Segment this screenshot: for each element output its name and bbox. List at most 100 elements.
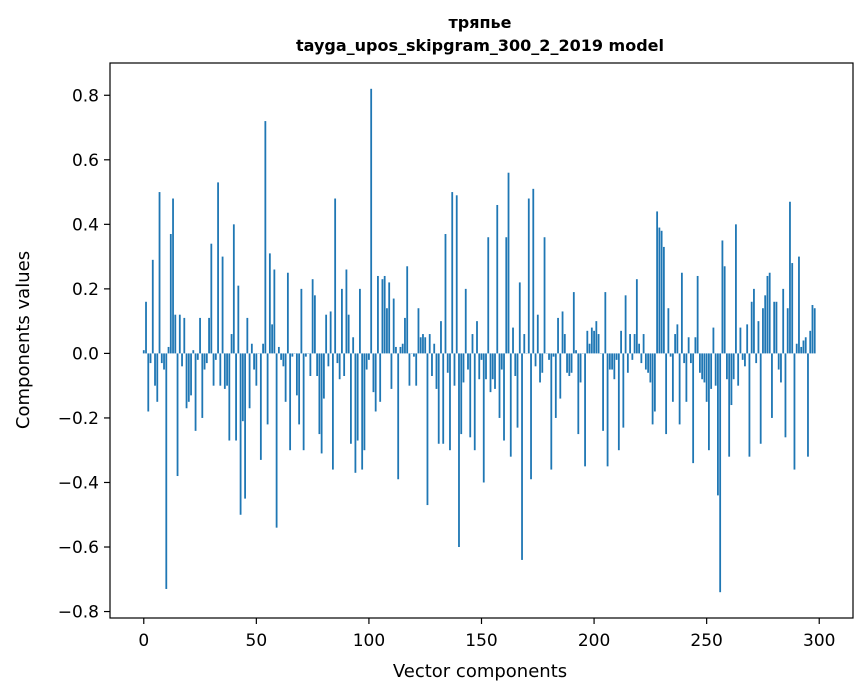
bar-component-129 xyxy=(433,343,436,354)
bar-component-69 xyxy=(298,353,301,425)
bar-component-294 xyxy=(804,337,807,354)
bar-component-252 xyxy=(710,353,713,389)
bar-component-204 xyxy=(602,353,604,431)
bar-component-199 xyxy=(590,327,593,354)
bar-component-139 xyxy=(455,195,458,354)
bar-component-71 xyxy=(302,353,305,451)
bar-component-205 xyxy=(604,292,607,354)
bar-component-49 xyxy=(253,353,255,370)
bar-component-128 xyxy=(431,353,433,376)
bar-component-286 xyxy=(786,308,789,354)
plot-frame xyxy=(109,62,854,619)
bar-component-226 xyxy=(651,353,654,425)
bar-component-228 xyxy=(656,211,659,354)
bar-component-56 xyxy=(268,253,271,354)
plot-area xyxy=(110,63,853,618)
bar-component-271 xyxy=(753,288,755,354)
y-axis-ticks: −0.8 −0.6 −0.4 −0.2 0.0 0.2 0.4 0.6 0.8 xyxy=(58,86,110,623)
bar-component-78 xyxy=(318,353,321,435)
bar-component-26 xyxy=(201,353,204,418)
bar-component-140 xyxy=(458,353,460,548)
bar-component-282 xyxy=(777,353,780,370)
bar-component-181 xyxy=(550,353,553,470)
bar-component-117 xyxy=(406,266,409,354)
bar-component-14 xyxy=(174,314,177,354)
bar-component-207 xyxy=(608,353,611,370)
bar-component-68 xyxy=(295,353,298,396)
bar-component-206 xyxy=(606,353,609,467)
bar-component-46 xyxy=(246,317,249,354)
bar-component-18 xyxy=(183,317,186,354)
bar-component-210 xyxy=(615,353,618,360)
bar-component-284 xyxy=(782,288,785,354)
bar-component-6 xyxy=(156,353,159,402)
x-axis-label: Vector components xyxy=(393,661,567,682)
bar-component-186 xyxy=(561,311,564,354)
bar-component-28 xyxy=(205,353,208,364)
bar-component-41 xyxy=(235,353,237,441)
chart-title: тряпье xyxy=(448,13,511,32)
bar-component-166 xyxy=(516,353,519,428)
bar-component-17 xyxy=(181,353,183,367)
bar-component-29 xyxy=(208,317,210,354)
bar-component-123 xyxy=(419,337,422,354)
bar-component-254 xyxy=(714,353,717,386)
bar-component-156 xyxy=(494,353,496,389)
y-tick-label: 0.2 xyxy=(72,280,99,300)
bar-component-298 xyxy=(813,308,816,354)
bar-component-157 xyxy=(496,204,499,354)
bar-component-241 xyxy=(685,353,688,402)
bar-component-30 xyxy=(210,243,213,354)
bar-component-59 xyxy=(275,353,278,528)
bar-component-19 xyxy=(185,353,188,409)
bar-component-222 xyxy=(642,334,645,354)
y-tick-label: −0.6 xyxy=(58,538,99,558)
y-tick-label: −0.8 xyxy=(58,603,99,623)
bar-component-151 xyxy=(482,353,485,483)
y-tick-label: 0.4 xyxy=(72,215,99,235)
bar-component-23 xyxy=(194,353,197,431)
bar-component-274 xyxy=(759,353,762,444)
bar-component-292 xyxy=(800,346,803,354)
bar-component-233 xyxy=(667,308,670,354)
bar-component-161 xyxy=(505,237,508,354)
x-tick-label: 0 xyxy=(138,631,149,651)
bar-component-276 xyxy=(764,295,767,354)
bar-component-265 xyxy=(739,327,742,354)
bar-component-92 xyxy=(350,353,352,444)
bar-component-168 xyxy=(521,353,523,560)
y-axis-label: Components values xyxy=(13,251,34,429)
bar-component-243 xyxy=(689,353,692,364)
bar-component-214 xyxy=(624,295,627,354)
bar-component-173 xyxy=(532,188,535,354)
bar-component-277 xyxy=(766,275,769,354)
bar-component-127 xyxy=(428,334,431,354)
bar-component-38 xyxy=(228,353,231,441)
bar-component-212 xyxy=(620,330,622,354)
bar-component-3 xyxy=(149,353,152,364)
bar-component-281 xyxy=(775,301,778,354)
bar-component-247 xyxy=(699,353,701,373)
bar-component-152 xyxy=(485,353,487,380)
bar-component-187 xyxy=(563,334,566,354)
bar-component-37 xyxy=(226,353,228,386)
bar-component-235 xyxy=(671,353,674,402)
bar-component-229 xyxy=(658,227,661,354)
bar-component-87 xyxy=(338,353,341,380)
bar-component-70 xyxy=(300,288,303,354)
bar-component-234 xyxy=(669,353,672,357)
bar-component-53 xyxy=(262,343,264,354)
bar-component-283 xyxy=(780,353,782,383)
bar-component-297 xyxy=(811,305,814,354)
bar-component-171 xyxy=(527,198,530,354)
bar-component-217 xyxy=(631,353,634,360)
x-tick-label: 250 xyxy=(690,631,722,651)
bar-component-22 xyxy=(192,350,195,354)
bar-component-201 xyxy=(595,321,598,354)
bar-component-88 xyxy=(341,288,343,354)
bar-component-180 xyxy=(548,353,550,360)
bar-component-94 xyxy=(354,353,357,473)
bar-component-114 xyxy=(399,346,402,354)
bar-component-246 xyxy=(696,275,699,354)
bar-component-287 xyxy=(789,201,791,354)
